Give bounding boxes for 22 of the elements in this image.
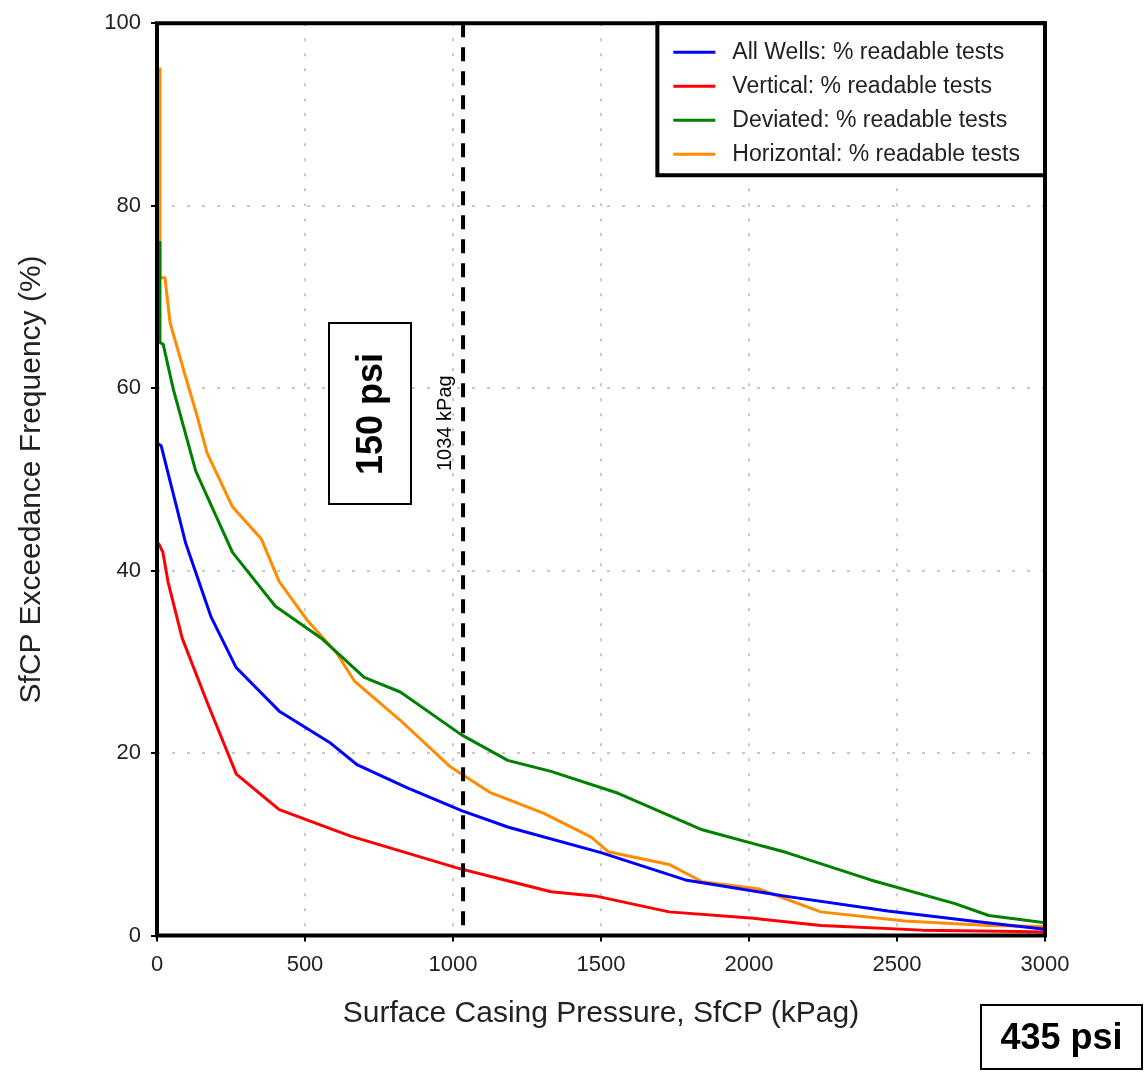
x-tick-label: 2500	[872, 950, 922, 976]
x-tick-label: 1000	[428, 950, 478, 976]
legend-label: Deviated: % readable tests	[732, 105, 1008, 132]
y-tick-label: 100	[104, 9, 141, 35]
legend-label: Horizontal: % readable tests	[732, 139, 1021, 166]
y-tick-label: 40	[116, 556, 141, 582]
x-tick-label: 0	[150, 950, 164, 976]
y-tick-label: 60	[116, 374, 141, 400]
y-tick-label: 80	[116, 191, 141, 217]
legend-label: All Wells: % readable tests	[732, 37, 1005, 64]
y-tick-label: 20	[116, 739, 141, 765]
x-tick-label: 3000	[1020, 950, 1070, 976]
x-tick-label: 1500	[576, 950, 626, 976]
x-tick-label: 500	[286, 950, 324, 976]
ref-line-label: 1034 kPag	[432, 375, 455, 472]
x-axis-title: Surface Casing Pressure, SfCP (kPag)	[342, 995, 860, 1029]
legend-label: Vertical: % readable tests	[732, 71, 992, 98]
y-tick-label: 0	[128, 921, 141, 947]
annotation: 150 psi	[349, 352, 391, 475]
text: 435 psi	[1000, 1016, 1123, 1058]
x-tick-label: 2000	[724, 950, 774, 976]
y-axis-title: SfCP Exceedance Frequency (%)	[13, 255, 47, 704]
